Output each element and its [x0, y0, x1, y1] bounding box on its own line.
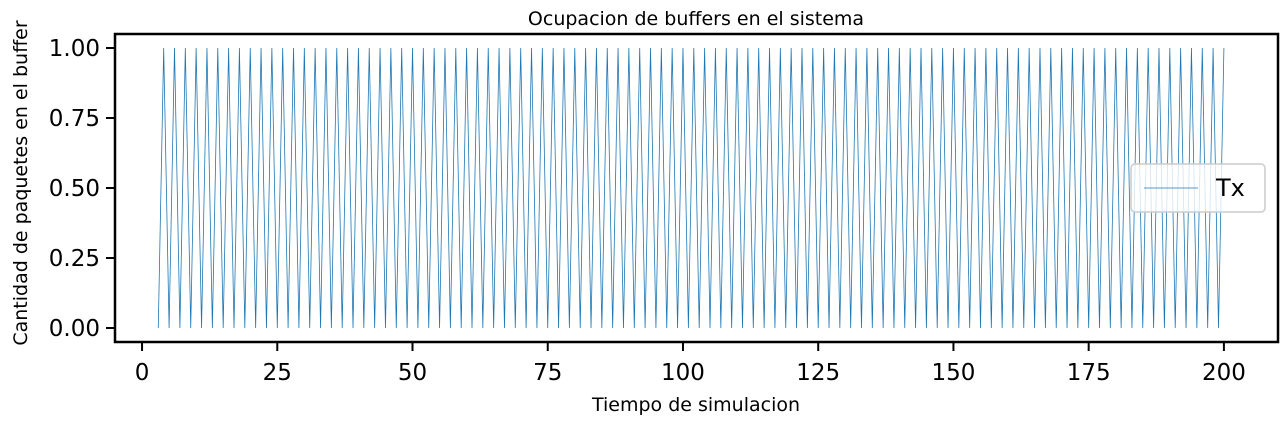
series-line-tx: [157, 47, 1225, 329]
plot-area: [157, 47, 1225, 329]
x-tick-label: 0: [135, 360, 150, 386]
y-tick-label: 0.75: [49, 106, 100, 132]
legend: Tx: [1130, 163, 1266, 213]
y-axis-ticks: 0.00 0.25 0.50 0.75 1.00: [49, 36, 115, 342]
y-tick-label: 0.00: [49, 316, 100, 342]
x-tick-label: 175: [1067, 360, 1111, 386]
x-tick-label: 150: [931, 360, 975, 386]
y-axis-label: Cantidad de paquetes en el buffer: [10, 20, 32, 346]
x-axis-ticks: 0 25 50 75 100 125 150 175 200: [135, 342, 1246, 386]
x-tick-label: 50: [398, 360, 427, 386]
x-tick-label: 25: [263, 360, 292, 386]
chart-title: Ocupacion de buffers en el sistema: [528, 8, 864, 30]
x-tick-label: 75: [533, 360, 562, 386]
x-tick-label: 125: [796, 360, 840, 386]
x-axis-label: Tiempo de simulacion: [591, 394, 800, 416]
x-tick-label: 100: [661, 360, 705, 386]
x-tick-label: 200: [1202, 360, 1246, 386]
y-tick-label: 0.25: [49, 246, 100, 272]
y-tick-label: 1.00: [49, 36, 100, 62]
legend-label-tx: Tx: [1215, 174, 1245, 202]
y-tick-label: 0.50: [49, 176, 100, 202]
